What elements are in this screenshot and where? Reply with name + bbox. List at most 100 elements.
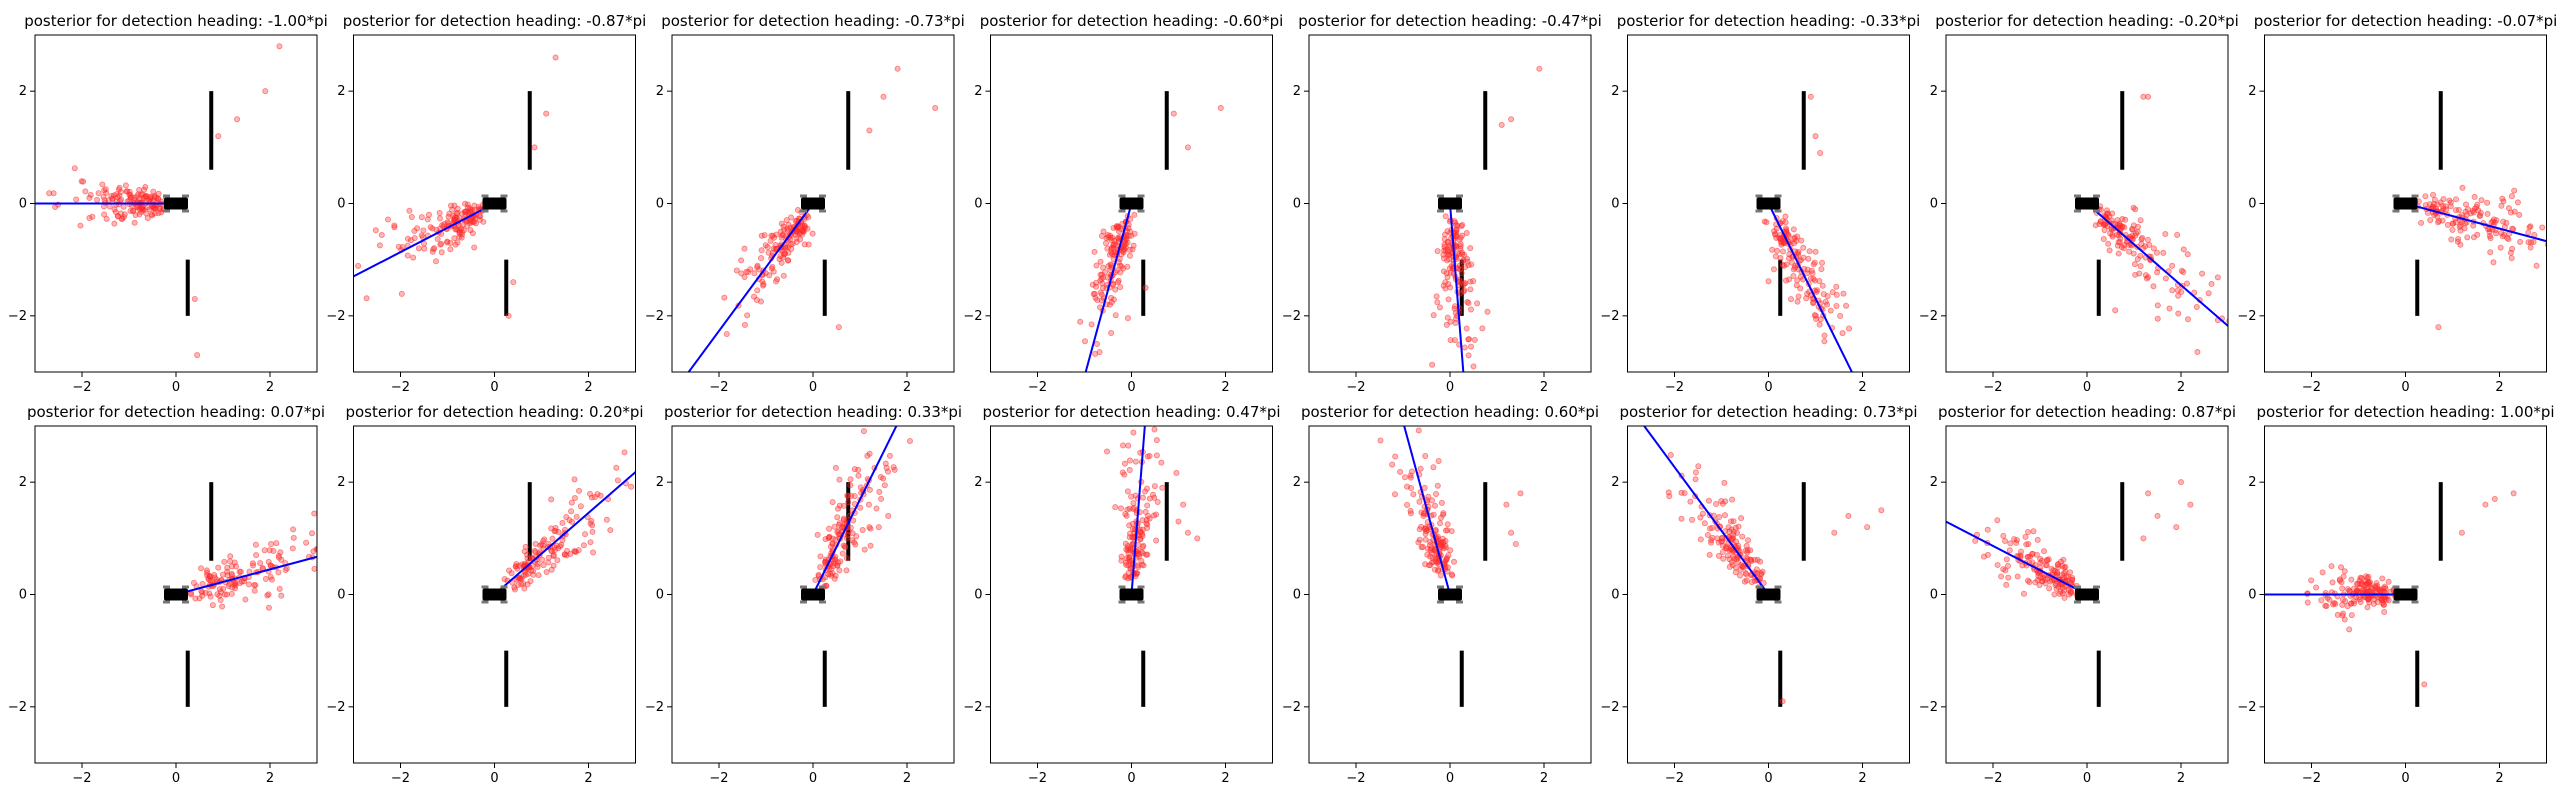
posterior-point [155, 190, 162, 197]
posterior-point [1465, 262, 1472, 269]
posterior-point [2160, 249, 2167, 256]
posterior-point [1118, 553, 1125, 560]
posterior-point [1100, 228, 1107, 235]
posterior-point [836, 502, 843, 509]
posterior-point [1430, 464, 1437, 471]
y-tick-label: 2 [1293, 84, 1301, 99]
posterior-point [855, 466, 862, 473]
posterior-point [323, 548, 328, 553]
posterior-point [559, 519, 566, 526]
posterior-point [1829, 289, 1836, 296]
posterior-point [86, 194, 93, 201]
posterior-point [2063, 573, 2070, 580]
posterior-point [268, 576, 275, 583]
y-tick-label: −2 [1600, 700, 1619, 715]
x-tick-label: −2 [1346, 380, 1365, 395]
posterior-point [430, 246, 437, 253]
posterior-point [262, 575, 269, 582]
plot-area [353, 54, 559, 319]
posterior-point [376, 242, 383, 249]
posterior-point [851, 539, 858, 546]
subplot-6: posterior for detection heading: -0.33*p… [1600, 12, 1921, 395]
posterior-point [87, 191, 94, 198]
posterior-point [103, 215, 110, 222]
posterior-point [464, 201, 471, 208]
posterior-point [1391, 491, 1398, 498]
posterior-point [1772, 253, 1779, 260]
posterior-point [2034, 536, 2041, 543]
y-tick-label: 2 [2248, 84, 2256, 99]
posterior-point [1840, 290, 1847, 297]
posterior-point [2444, 221, 2451, 228]
x-tick-label: 0 [172, 380, 180, 395]
posterior-point [568, 518, 575, 525]
y-tick-label: 0 [1930, 588, 1938, 603]
posterior-point [1416, 536, 1423, 543]
posterior-point [199, 580, 206, 587]
posterior-point [2308, 577, 2315, 584]
posterior-point [1447, 547, 1454, 554]
posterior-point [471, 219, 478, 226]
posterior-point [2385, 597, 2392, 604]
posterior-point [109, 196, 116, 203]
posterior-point [2145, 274, 2152, 281]
y-tick-label: −2 [963, 700, 982, 715]
posterior-point [391, 224, 398, 231]
posterior-point [1811, 277, 1818, 284]
posterior-point [1127, 530, 1134, 537]
plot-area [1377, 426, 1524, 707]
posterior-point [2435, 324, 2442, 331]
posterior-point [275, 569, 282, 576]
posterior-point [1800, 244, 1807, 251]
posterior-point [1125, 442, 1132, 449]
posterior-point [2048, 565, 2055, 572]
posterior-point [857, 504, 864, 511]
posterior-point [1451, 558, 1458, 565]
posterior-point [2169, 287, 2176, 294]
y-tick-label: 0 [1930, 197, 1938, 212]
posterior-point [477, 213, 484, 220]
posterior-point [2340, 573, 2347, 580]
posterior-point [120, 203, 127, 210]
plot-area [2074, 91, 2228, 356]
posterior-point [2037, 555, 2044, 562]
plot-area [1642, 426, 1885, 707]
posterior-point [515, 582, 522, 589]
posterior-point [2069, 574, 2076, 581]
posterior-point [520, 572, 527, 579]
subplot-14: posterior for detection heading: 0.73*pi… [1600, 403, 1917, 786]
posterior-point [221, 558, 228, 565]
posterior-point [817, 564, 824, 571]
posterior-point [843, 567, 850, 574]
posterior-point [404, 235, 411, 242]
posterior-point [1843, 302, 1850, 309]
posterior-point [1427, 538, 1434, 545]
posterior-point [751, 270, 758, 277]
sensor-icon [163, 585, 189, 604]
posterior-point [2511, 187, 2518, 194]
y-tick-label: 2 [19, 475, 27, 490]
posterior-point [2500, 218, 2507, 225]
posterior-point [540, 562, 547, 569]
posterior-point [2339, 612, 2346, 619]
posterior-point [2514, 199, 2521, 206]
subplot-11: posterior for detection heading: 0.33*pi… [645, 403, 962, 786]
y-tick-label: −2 [2237, 309, 2256, 324]
posterior-point [2205, 290, 2212, 297]
posterior-point [1813, 315, 1820, 322]
posterior-point [2447, 203, 2454, 210]
posterior-point [86, 215, 93, 222]
posterior-point [1713, 501, 1720, 508]
posterior-point [1126, 252, 1133, 259]
posterior-point [1730, 518, 1737, 525]
posterior-point [614, 477, 621, 484]
posterior-point [828, 572, 835, 579]
y-tick-label: 2 [656, 84, 664, 99]
posterior-point [1097, 258, 1104, 265]
subplot-title: posterior for detection heading: -0.33*p… [1617, 12, 1921, 30]
posterior-point [406, 207, 413, 214]
y-tick-label: −2 [645, 700, 664, 715]
posterior-point [1184, 529, 1191, 536]
posterior-point [1125, 562, 1132, 569]
posterior-point [311, 565, 317, 572]
